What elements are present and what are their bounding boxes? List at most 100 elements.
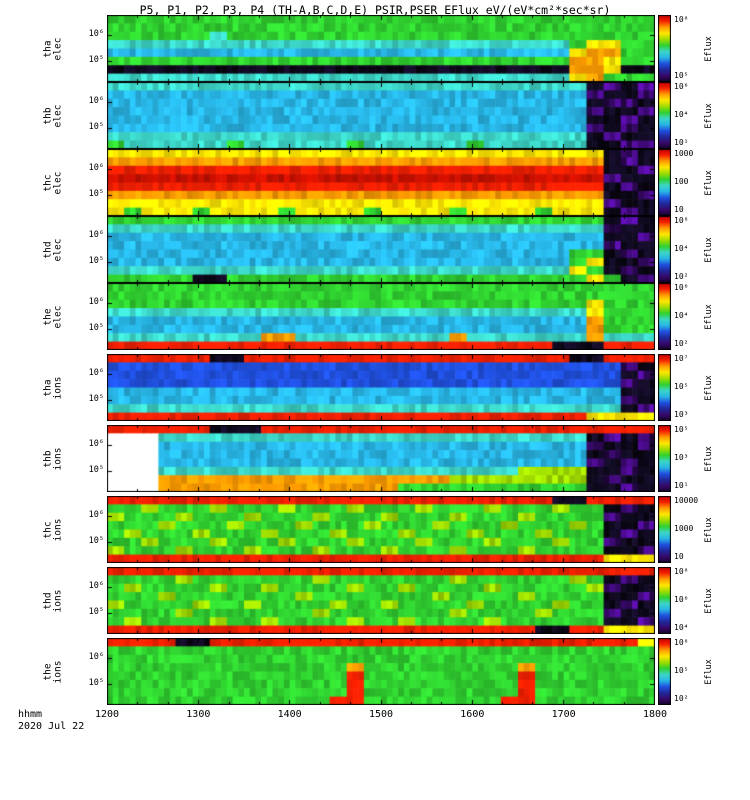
colorbar-tick: 10⁵ <box>674 382 689 391</box>
y-axis-tick: 10⁶ <box>88 297 104 308</box>
spectrogram-thd-elec <box>107 216 655 283</box>
spectrogram-tha-ions <box>107 354 655 421</box>
colorbar-label-text: Eflux <box>704 445 714 472</box>
colorbar-tick: 1000 <box>674 149 694 158</box>
colorbar-label-tha-elec: Eflux <box>702 15 716 82</box>
panel-label-text-thd-ions: thd ions <box>42 589 63 612</box>
colorbar-tick: 10³ <box>674 410 689 419</box>
colorbar-tick: 10³ <box>674 453 689 462</box>
colorbar-tick: 10¹ <box>674 481 689 490</box>
colorbar-tick: 10⁴ <box>674 623 689 632</box>
colorbar-label-text: Eflux <box>704 587 714 614</box>
colorbar-label-thc-elec: Eflux <box>702 149 716 216</box>
y-axis-tick: 10⁵ <box>88 322 104 333</box>
y-axis-tick: 10⁵ <box>88 54 104 65</box>
spectrogram-the-ions <box>107 638 655 705</box>
colorbar-tha-elec <box>658 15 671 82</box>
colorbar-thb-elec <box>658 82 671 149</box>
panel-label-text-the-ions: the ions <box>42 660 63 683</box>
spectrogram-thb-elec <box>107 82 655 149</box>
panel-label-text-thb-ions: thb ions <box>42 447 63 470</box>
x-axis-tick: 1700 <box>551 709 576 720</box>
panel-label-thc-elec: thc elec <box>36 149 70 216</box>
colorbar-thb-ions <box>658 425 671 492</box>
x-axis-tick: 1300 <box>186 709 211 720</box>
colorbar-thd-elec <box>658 216 671 283</box>
colorbar-tick: 10⁴ <box>674 244 689 253</box>
colorbar-tick: 10⁶ <box>674 82 689 91</box>
colorbar-tick: 1000 <box>674 524 694 533</box>
colorbar-label-thc-ions: Eflux <box>702 496 716 563</box>
y-axis-tick: 10⁶ <box>88 439 104 450</box>
colorbar-tick: 10⁸ <box>674 15 689 24</box>
y-axis-tick: 10⁵ <box>88 677 104 688</box>
y-axis-tick: 10⁶ <box>88 510 104 521</box>
spectrogram-thc-elec <box>107 149 655 216</box>
panel-label-thb-elec: thb elec <box>36 82 70 149</box>
colorbar-label-thd-elec: Eflux <box>702 216 716 283</box>
colorbar-the-elec <box>658 283 671 350</box>
y-axis-tick: 10⁶ <box>88 29 104 40</box>
colorbar-label-text: Eflux <box>704 374 714 401</box>
colorbar-label-thd-ions: Eflux <box>702 567 716 634</box>
y-axis-tick: 10⁶ <box>88 163 104 174</box>
colorbar-tick: 10⁵ <box>674 71 689 80</box>
y-axis-tick: 10⁵ <box>88 393 104 404</box>
colorbar-label-the-elec: Eflux <box>702 283 716 350</box>
colorbar-tick: 10⁶ <box>674 216 689 225</box>
colorbar-tick: 10⁸ <box>674 567 689 576</box>
colorbar-label-thb-ions: Eflux <box>702 425 716 492</box>
colorbar-tick: 10⁷ <box>674 354 689 363</box>
y-axis-tick: 10⁵ <box>88 121 104 132</box>
colorbar-label-text: Eflux <box>704 516 714 543</box>
panel-label-the-ions: the ions <box>36 638 70 705</box>
colorbar-label-text: Eflux <box>704 236 714 263</box>
colorbar-tick: 100 <box>674 177 689 186</box>
panel-label-thd-elec: thd elec <box>36 216 70 283</box>
colorbar-tick: 10⁴ <box>674 110 689 119</box>
colorbar-tick: 10² <box>674 694 689 703</box>
panel-label-text-thd-elec: thd elec <box>42 238 63 261</box>
colorbar-tick: 10⁵ <box>674 666 689 675</box>
panel-label-tha-ions: tha ions <box>36 354 70 421</box>
x-axis-tick: 1600 <box>460 709 485 720</box>
colorbar-tick: 10² <box>674 339 689 348</box>
colorbar-tick: 10⁶ <box>674 283 689 292</box>
y-axis-tick: 10⁶ <box>88 581 104 592</box>
y-axis-tick: 10⁵ <box>88 535 104 546</box>
panel-label-tha-elec: tha elec <box>36 15 70 82</box>
y-axis-tick: 10⁶ <box>88 368 104 379</box>
panel-label-thc-ions: thc ions <box>36 496 70 563</box>
colorbar-thc-ions <box>658 496 671 563</box>
y-axis-tick: 10⁵ <box>88 255 104 266</box>
colorbar-tick: 10² <box>674 272 689 281</box>
spectrogram-thb-ions <box>107 425 655 492</box>
spectrogram-the-elec <box>107 283 655 350</box>
panel-label-text-tha-elec: tha elec <box>42 37 63 60</box>
colorbar-the-ions <box>658 638 671 705</box>
panel-label-thb-ions: thb ions <box>36 425 70 492</box>
x-axis-label: hhmm <box>18 709 43 720</box>
y-axis-tick: 10⁵ <box>88 188 104 199</box>
panel-label-the-elec: the elec <box>36 283 70 350</box>
colorbar-label-text: Eflux <box>704 169 714 196</box>
colorbar-tha-ions <box>658 354 671 421</box>
date-label: 2020 Jul 22 <box>18 721 85 732</box>
x-axis-tick: 1500 <box>368 709 394 720</box>
y-axis-tick: 10⁵ <box>88 606 104 617</box>
y-axis-tick: 10⁶ <box>88 230 104 241</box>
panel-label-text-the-elec: the elec <box>42 305 63 328</box>
colorbar-tick: 10 <box>674 552 684 561</box>
panel-label-thd-ions: thd ions <box>36 567 70 634</box>
colorbar-label-text: Eflux <box>704 35 714 62</box>
plot-title: P5, P1, P2, P3, P4 (TH-A,B,C,D,E) PSIR,P… <box>139 3 611 17</box>
spectrogram-tha-elec <box>107 15 655 82</box>
spectrogram-thd-ions <box>107 567 655 634</box>
y-axis-tick: 10⁶ <box>88 652 104 663</box>
colorbar-label-text: Eflux <box>704 303 714 330</box>
colorbar-thc-elec <box>658 149 671 216</box>
colorbar-tick: 10⁸ <box>674 638 689 647</box>
colorbar-label-text: Eflux <box>704 658 714 685</box>
colorbar-tick: 10⁴ <box>674 311 689 320</box>
